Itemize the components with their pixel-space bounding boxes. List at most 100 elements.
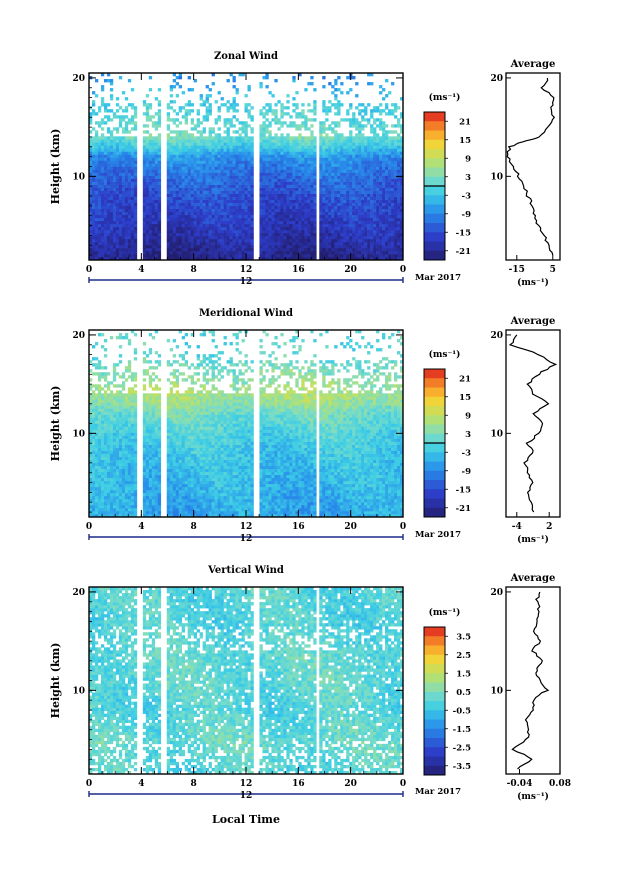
heatmap-cell: [337, 202, 341, 207]
date-label: Mar 2017: [415, 273, 461, 283]
heatmap-cell: [313, 510, 317, 515]
heatmap-cell: [394, 223, 398, 228]
heatmap-cell: [118, 217, 123, 222]
heatmap-cell: [145, 220, 150, 225]
heatmap-cell: [274, 157, 278, 161]
heatmap-cell: [133, 241, 138, 246]
heatmap-cell: [313, 118, 317, 122]
heatmap-cell: [220, 148, 224, 152]
heatmap-cell: [343, 247, 347, 252]
heatmap-cell: [262, 220, 266, 225]
heatmap-cell: [130, 513, 135, 518]
heatmap-cell: [247, 112, 251, 116]
heatmap-cell: [394, 109, 398, 113]
heatmap-cell: [211, 73, 215, 77]
heatmap-cell: [388, 91, 392, 95]
heatmap-cell: [259, 169, 263, 173]
heatmap-cell: [148, 157, 153, 161]
heatmap-cell: [286, 238, 290, 243]
heatmap-cell: [292, 184, 296, 188]
heatmap-cell: [100, 247, 105, 252]
heatmap-cell: [193, 142, 197, 146]
heatmap-cell: [310, 232, 314, 237]
heatmap-cell: [94, 238, 99, 243]
heatmap-cell: [226, 193, 230, 197]
heatmap-cell: [103, 121, 108, 125]
heatmap-cell: [211, 160, 215, 164]
heatmap-cell: [154, 154, 159, 158]
heatmap-cell: [331, 199, 335, 203]
heatmap-cell: [145, 513, 150, 518]
heatmap-cell: [244, 181, 248, 185]
heatmap-cell: [187, 166, 191, 170]
heatmap-cell: [202, 229, 206, 234]
heatmap-cell: [184, 178, 188, 182]
heatmap-cell: [286, 223, 290, 228]
heatmap-cell: [133, 178, 138, 182]
heatmap-cell: [106, 253, 111, 258]
heatmap-cell: [190, 103, 194, 107]
heatmap-cell: [322, 157, 326, 161]
heatmap-cell: [220, 223, 224, 228]
heatmap-cell: [169, 214, 174, 219]
heatmap-cell: [367, 169, 371, 173]
heatmap-cell: [301, 178, 305, 182]
heatmap-cell: [301, 166, 305, 170]
heatmap-cell: [322, 220, 326, 225]
heatmap-cell: [265, 163, 269, 167]
heatmap-cell: [280, 235, 284, 240]
heatmap-cell: [223, 157, 227, 161]
heatmap-cell: [109, 94, 114, 98]
heatmap-cell: [127, 202, 132, 207]
heatmap-cell: [208, 190, 212, 194]
heatmap-cell: [235, 139, 239, 143]
heatmap-cell: [301, 151, 305, 155]
heatmap-cell: [283, 250, 287, 255]
heatmap-cell: [394, 247, 398, 252]
heatmap-cell: [217, 247, 221, 252]
heatmap-cell: [346, 193, 350, 197]
heatmap-cell: [154, 229, 159, 234]
heatmap-cell: [286, 178, 290, 182]
heatmap-cell: [229, 148, 233, 152]
heatmap-cell: [382, 214, 386, 219]
heatmap-cell: [370, 148, 374, 152]
heatmap-cell: [265, 160, 269, 164]
heatmap-cell: [286, 217, 290, 222]
heatmap-cell: [166, 166, 171, 170]
heatmap-cell: [286, 187, 290, 191]
heatmap-cell: [166, 172, 171, 176]
heatmap-cell: [382, 109, 386, 113]
heatmap-cell: [205, 139, 209, 143]
heatmap-cell: [223, 139, 227, 143]
heatmap-cell: [310, 510, 314, 515]
heatmap-cell: [217, 253, 221, 258]
heatmap-cell: [319, 184, 323, 188]
heatmap-cell: [265, 145, 269, 149]
heatmap-cell: [385, 172, 389, 176]
heatmap-cell: [187, 256, 191, 261]
heatmap-cell: [388, 151, 392, 155]
heatmap-cell: [274, 160, 278, 164]
heatmap-cell: [118, 229, 123, 234]
heatmap-cell: [400, 142, 404, 146]
heatmap-cell: [241, 199, 245, 203]
heatmap-cell: [205, 253, 209, 258]
heatmap-cell: [190, 184, 194, 188]
heatmap-cell: [400, 127, 404, 131]
heatmap-cell: [166, 193, 171, 197]
heatmap-cell: [157, 169, 162, 173]
heatmap-cell: [325, 145, 329, 149]
heatmap-cell: [217, 199, 221, 203]
heatmap-cell: [205, 250, 209, 255]
heatmap-cell: [172, 136, 177, 140]
heatmap-cell: [124, 253, 129, 258]
heatmap-cell: [250, 223, 254, 228]
heatmap-cell: [319, 250, 323, 255]
heatmap-cell: [97, 247, 102, 252]
heatmap-cell: [337, 157, 341, 161]
heatmap-cell: [223, 172, 227, 176]
heatmap-cell: [178, 169, 182, 173]
heatmap-cell: [235, 232, 239, 237]
heatmap-cell: [115, 229, 120, 234]
